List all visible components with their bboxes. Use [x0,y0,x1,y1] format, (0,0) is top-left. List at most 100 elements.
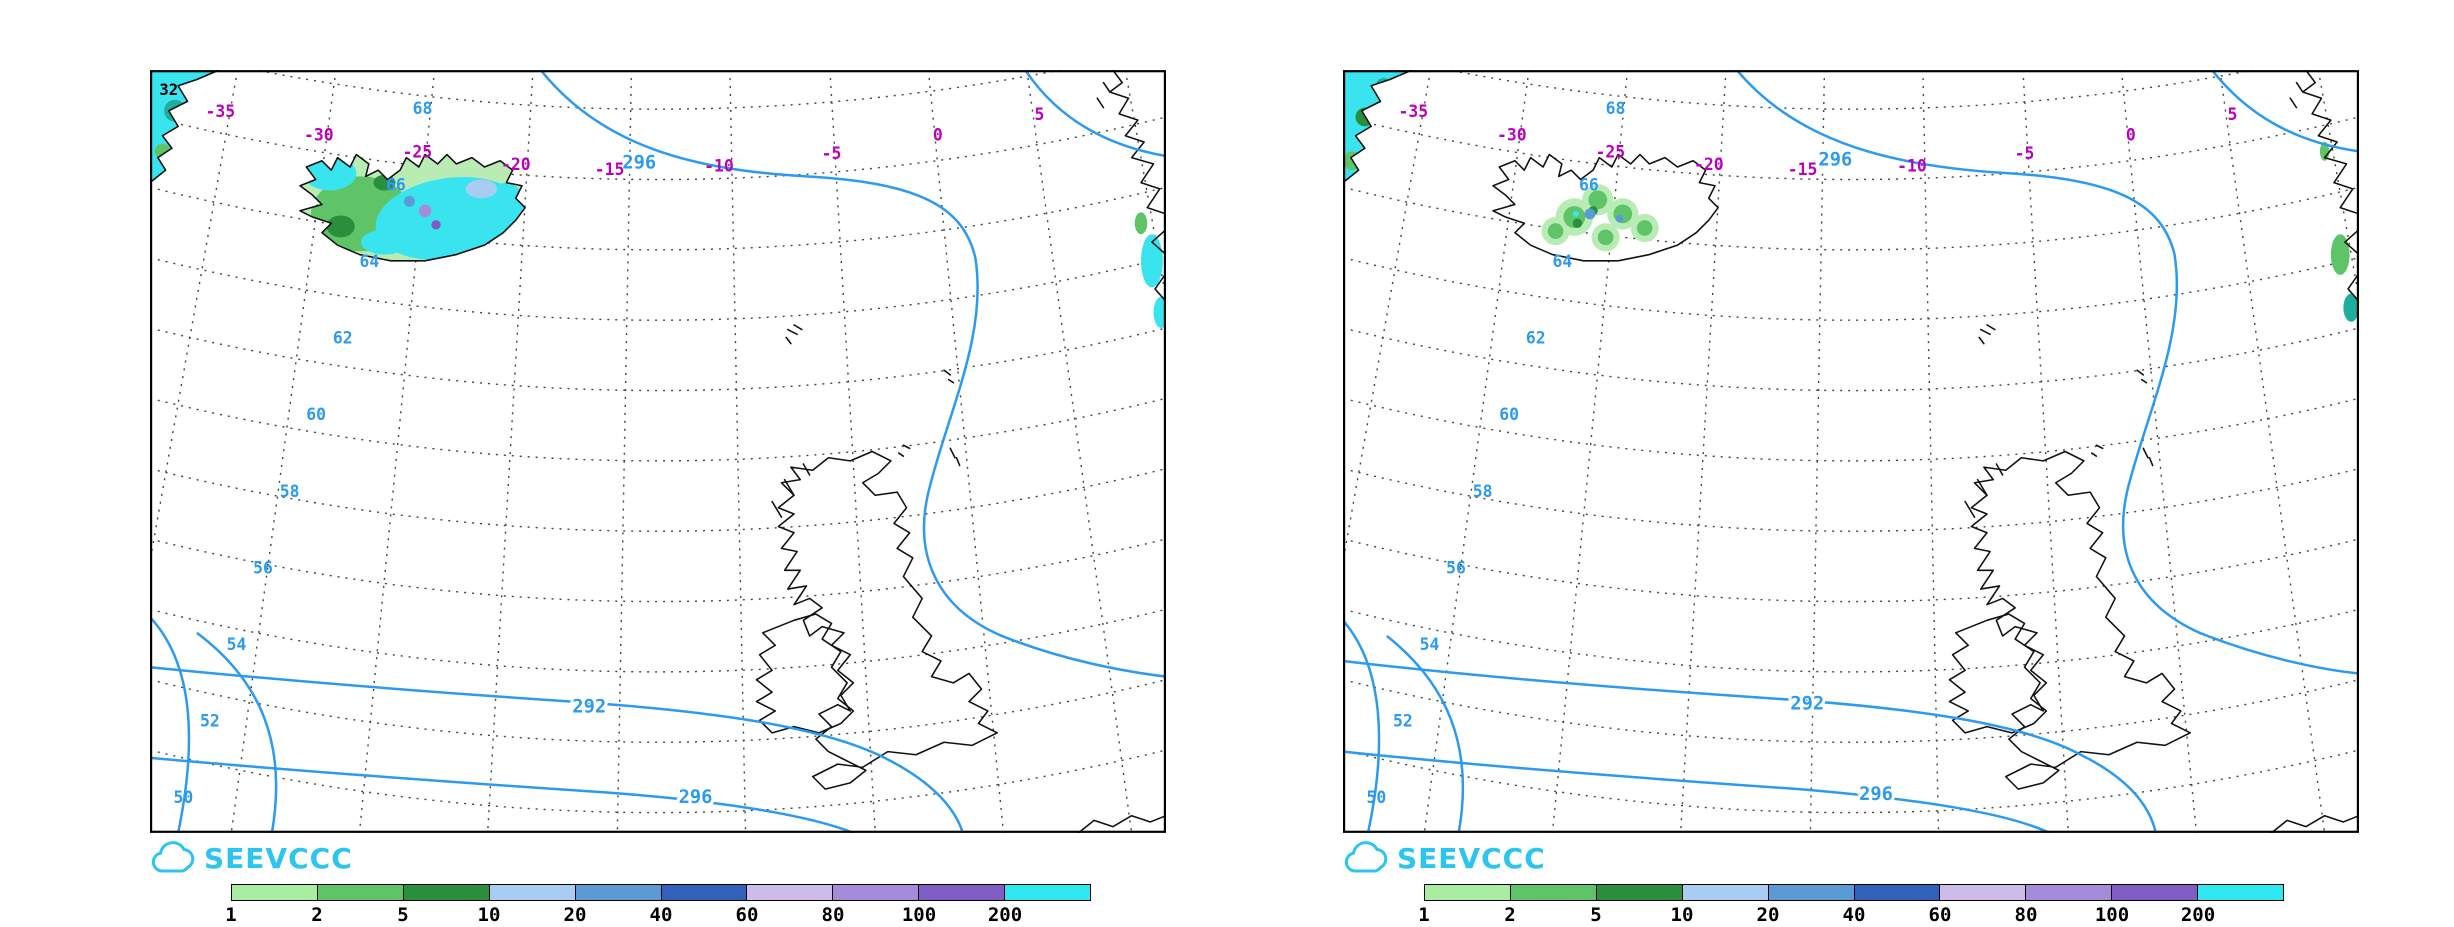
latitude-label: 52 [200,712,220,731]
colorbar-segment [232,885,318,900]
colorbar-segment [2198,885,2284,900]
colorbar-tick-label: 200 [2180,904,2216,926]
forecast-map-dream8: 296 292 296 68666462605856545250-35-30-2… [1343,70,2359,833]
snow-blob [2319,142,2330,161]
snow-blob [489,182,524,224]
colorbar-tick-label: 40 [1842,904,1866,926]
colorbar-segment [661,885,748,900]
geopotential-contours: 296 292 296 [1343,70,2359,833]
seevccc-logo: SEEVCCC [1343,838,1546,878]
contour-line [1024,70,1166,158]
latitude-label: 64 [1552,252,1572,271]
colorbar-ticks: 1 2 5 10 20 40 60 80 100 200 [1418,901,2284,927]
contour-label: 296 [622,153,656,174]
colorbar-tick-label: 20 [1756,904,1780,926]
colorbar-segment [489,885,576,900]
snow-blob [2343,293,2359,322]
contour-line [1343,619,1381,833]
colorbar-segment [1005,885,1091,900]
contour-line [196,631,278,833]
contour-line [150,665,964,833]
longitude-label: -30 [304,125,334,144]
colorbar-tick-label: 100 [2094,904,2130,926]
longitude-label: -15 [595,160,625,179]
colorbar [1424,884,2284,901]
contour-label: 296 [1859,784,1893,805]
snow-blob [1153,296,1166,329]
contour-line [150,756,854,833]
latitude-label: 54 [227,635,247,654]
snow-blob [1134,212,1148,235]
contour-line [1735,70,2359,675]
geopotential-contours: 296 292 296 [150,70,1166,833]
longitude-label: -5 [822,144,842,163]
corner-value-label: 32 [159,80,178,99]
snow-blob [1584,208,1596,220]
seevccc-cloud-icon [151,841,195,873]
contour-line [1343,659,2158,833]
snow-blob [465,179,498,199]
colorbar-tick-label: 200 [987,904,1023,926]
latitude-label: 66 [386,175,406,194]
latitude-label: 64 [359,252,379,271]
snow-colorbar: 1 2 5 10 20 40 60 80 100 200 [1418,884,2284,927]
colorbar [231,884,1091,901]
contour-line [150,616,191,833]
colorbar-segment [2112,885,2199,900]
colorbar-tick-label: 80 [821,904,845,926]
snow-colorbar: 1 2 5 10 20 40 60 80 100 200 [225,884,1091,927]
logo-text: SEEVCCC [204,841,353,875]
colorbar-tick-label: 80 [2014,904,2038,926]
snow-blob [1615,214,1624,223]
snow-blob [361,229,408,255]
colorbar-ticks: 1 2 5 10 20 40 60 80 100 200 [225,901,1091,927]
colorbar-segment [919,885,1006,900]
longitude-label: -35 [206,102,236,121]
contour-label: 296 [679,787,713,808]
snow-blob [303,156,357,191]
snow-blob [1636,220,1653,236]
colorbar-segment [1510,885,1597,900]
panel-dream8: DREAM8-Iceland: Accumulated snow (cm) an… [1193,0,2420,927]
snow-blob [1588,190,1608,210]
contour-label: 292 [1790,693,1824,714]
latitude-label: 60 [306,405,326,424]
colorbar-tick-label: 1 [225,904,237,926]
map-border [150,70,1166,833]
seevccc-logo: SEEVCCC [150,838,353,878]
longitude-label: 5 [1034,105,1044,124]
colorbar-tick-label: 2 [311,904,323,926]
longitude-label: -10 [1897,157,1927,176]
snow-blob [1343,70,1412,183]
forecast-map-ecmwf: 296 292 296 68666462605856545250-35-30-2… [150,70,1166,833]
latitude-label: 66 [1579,175,1599,194]
colorbar-tick-label: 1 [1418,904,1430,926]
snow-blob [1572,218,1583,228]
colorbar-segment [317,885,404,900]
colorbar-tick-label: 100 [901,904,937,926]
longitude-label: -35 [1399,102,1429,121]
colorbar-tick-label: 60 [1928,904,1952,926]
latitude-label: 62 [1526,329,1546,348]
snow-blob [1547,223,1564,239]
logo-text: SEEVCCC [1397,841,1546,875]
colorbar-segment [1596,885,1683,900]
longitude-label: -20 [501,155,531,174]
snow-blob [418,204,432,218]
panel-ecmwf: ECMWF forecast: Snow height [cm] and 700… [0,0,1227,927]
longitude-label: -20 [1694,155,1724,174]
latitude-label: 58 [1473,482,1493,501]
colorbar-tick-label: 5 [397,904,409,926]
contour-label: 292 [572,697,606,718]
colorbar-tick-label: 60 [735,904,759,926]
snow-blob [326,215,355,238]
colorbar-segment [1682,885,1769,900]
map-border [1343,70,2359,833]
latitude-label: 60 [1499,405,1519,424]
latitude-label: 56 [1446,558,1466,577]
snow-blob [404,195,415,207]
longitude-label: -25 [1595,143,1625,162]
longitude-label: 0 [2126,125,2136,144]
snow-blob [2330,234,2350,275]
